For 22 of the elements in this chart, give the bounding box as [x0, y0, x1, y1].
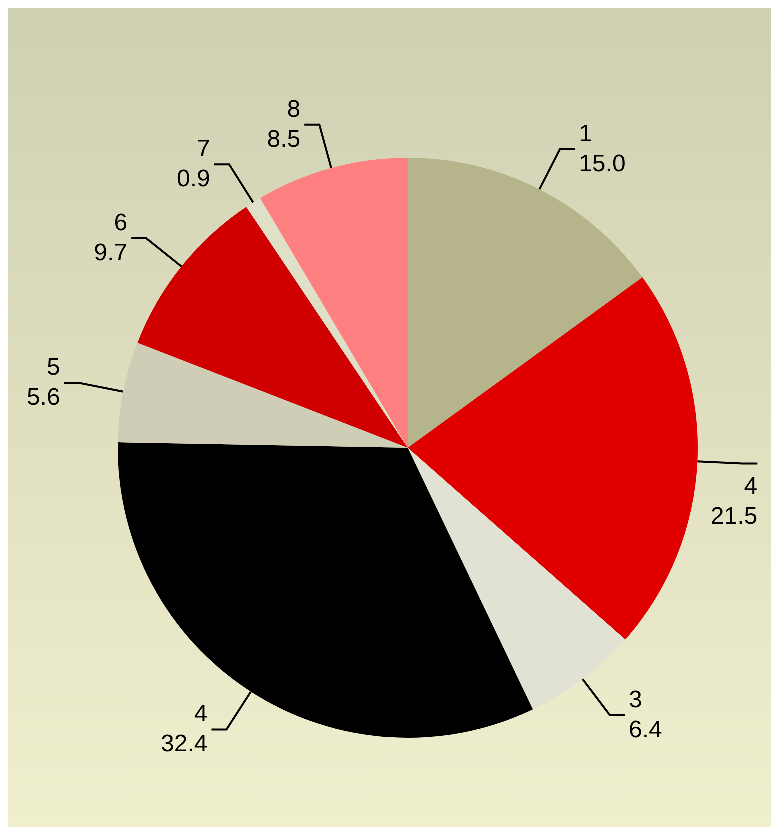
slice-label: 5 — [46, 354, 60, 382]
slice-label: 8 — [287, 96, 301, 123]
data-label: 21.5 — [710, 502, 758, 530]
slice-label: 4 — [194, 700, 208, 728]
pie-slice — [138, 207, 408, 448]
data-label: 6.4 — [628, 716, 662, 744]
slice-label: 1 — [579, 120, 592, 148]
data-label: 0.9 — [177, 166, 210, 193]
slice-label: 7 — [197, 136, 210, 163]
slice-label: 3 — [628, 686, 642, 714]
data-label: 15.0 — [579, 150, 626, 178]
pie-slice — [408, 278, 698, 640]
pie-slice — [246, 198, 408, 448]
data-label: 5.6 — [26, 384, 60, 412]
slice-label: 6 — [114, 210, 128, 237]
data-label: 8.5 — [267, 126, 301, 153]
pie-slice — [260, 158, 408, 448]
slice-label: 4 — [744, 472, 758, 500]
data-label: 9.7 — [94, 240, 128, 267]
pie-slice — [118, 342, 408, 448]
pie-slice — [408, 448, 626, 710]
data-label: 32.4 — [161, 730, 208, 758]
